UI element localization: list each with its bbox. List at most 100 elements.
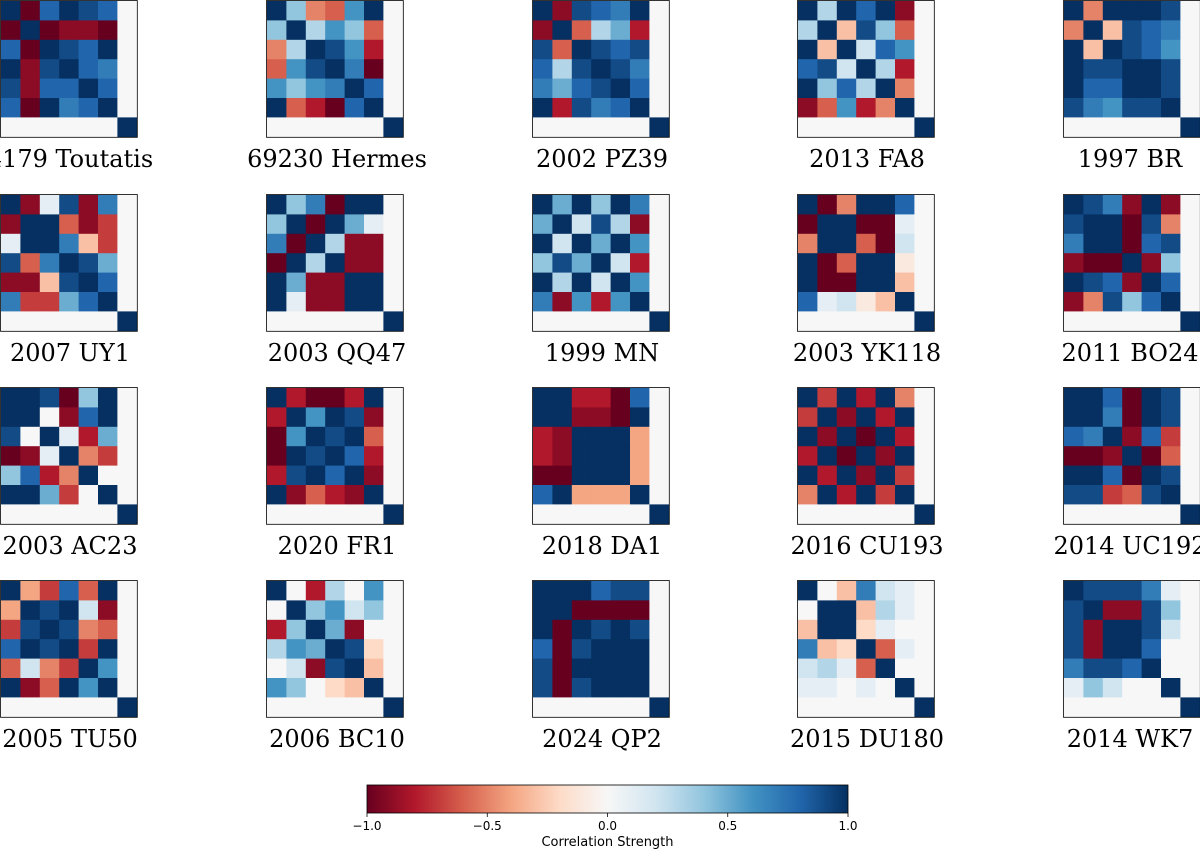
- heatmap-cell: [364, 272, 384, 293]
- heatmap-cell: [59, 426, 79, 447]
- heatmap-cell: [383, 600, 404, 621]
- heatmap-cell: [571, 658, 592, 679]
- heatmap-cell: [59, 407, 79, 428]
- heatmap-cell: [591, 639, 611, 659]
- heatmap-cell: [1, 39, 21, 60]
- heatmap-cell: [798, 639, 818, 659]
- heatmap-cell: [267, 253, 287, 273]
- heatmap-cell: [856, 272, 876, 293]
- heatmap-panel: [797, 0, 935, 138]
- heatmap-cell: [798, 407, 818, 428]
- heatmap-cell: [817, 697, 838, 718]
- heatmap-cell: [1180, 311, 1200, 332]
- heatmap-cell: [98, 658, 118, 679]
- heatmap-cell: [59, 117, 79, 138]
- heatmap-cell: [552, 600, 573, 621]
- heatmap-cell: [59, 581, 79, 601]
- heatmap-cell: [817, 39, 838, 60]
- heatmap-cell: [325, 485, 345, 505]
- heatmap-cell: [649, 678, 670, 698]
- heatmap-cell: [1102, 59, 1123, 79]
- heatmap-matrix: [532, 0, 670, 138]
- heatmap-cell: [98, 619, 118, 640]
- heatmap-cell: [895, 600, 915, 621]
- heatmap-cell: [286, 619, 307, 640]
- heatmap-cell: [571, 195, 592, 215]
- heatmap-cell: [552, 485, 573, 505]
- heatmap-cell: [895, 117, 915, 138]
- heatmap-cell: [1064, 426, 1084, 447]
- heatmap-cell: [1141, 1, 1162, 21]
- heatmap-cell: [1083, 465, 1104, 486]
- heatmap-cell: [798, 20, 818, 41]
- heatmap-cell: [798, 78, 818, 99]
- heatmap-cell: [1180, 697, 1200, 718]
- heatmap-cell: [610, 195, 631, 215]
- heatmap-cell: [383, 697, 404, 718]
- heatmap-cell: [875, 581, 896, 601]
- heatmap-cell: [836, 78, 857, 99]
- heatmap-cell: [591, 292, 611, 312]
- heatmap-cell: [533, 658, 553, 679]
- heatmap-cell: [630, 39, 650, 60]
- heatmap-cell: [325, 117, 345, 138]
- heatmap-cell: [552, 253, 573, 273]
- heatmap-cell: [1102, 78, 1123, 99]
- heatmap-cell: [856, 678, 876, 698]
- heatmap-cell: [59, 272, 79, 293]
- heatmap-cell: [856, 1, 876, 21]
- heatmap-cell: [630, 426, 650, 447]
- heatmap-cell: [649, 20, 670, 41]
- heatmap-cell: [1180, 117, 1200, 138]
- heatmap-cell: [39, 581, 60, 601]
- heatmap-cell: [344, 1, 365, 21]
- heatmap-cell: [817, 59, 838, 79]
- heatmap-cell: [914, 214, 935, 235]
- heatmap-cell: [286, 78, 307, 99]
- heatmap-cell: [98, 233, 118, 254]
- heatmap-cell: [914, 195, 935, 215]
- heatmap-cell: [1122, 697, 1142, 718]
- heatmap-frame: [797, 0, 935, 138]
- heatmap-cell: [1, 388, 21, 408]
- heatmap-cell: [533, 600, 553, 621]
- heatmap-cell: [895, 619, 915, 640]
- heatmap-cell: [1161, 272, 1181, 293]
- heatmap-cell: [836, 485, 857, 505]
- heatmap-cell: [798, 619, 818, 640]
- heatmap-cell: [817, 233, 838, 254]
- heatmap-cell: [571, 253, 592, 273]
- heatmap-cell: [552, 272, 573, 293]
- heatmap-cell: [610, 465, 631, 486]
- heatmap-matrix: [797, 194, 935, 332]
- heatmap-cell: [649, 233, 670, 254]
- heatmap-cell: [117, 639, 138, 659]
- heatmap-cell: [914, 292, 935, 312]
- heatmap-cell: [856, 619, 876, 640]
- heatmap-cell: [630, 1, 650, 21]
- heatmap-cell: [1161, 98, 1181, 118]
- heatmap-cell: [267, 1, 287, 21]
- heatmap-cell: [267, 272, 287, 293]
- heatmap-cell: [383, 20, 404, 41]
- heatmap-cell: [649, 465, 670, 486]
- heatmap-cell: [649, 504, 670, 525]
- heatmap-cell: [305, 697, 326, 718]
- heatmap-cell: [875, 446, 896, 466]
- heatmap-cell: [20, 426, 41, 447]
- heatmap-cell: [895, 678, 915, 698]
- heatmap-cell: [1122, 388, 1142, 408]
- heatmap-cell: [1, 504, 21, 525]
- heatmap-cell: [817, 407, 838, 428]
- heatmap-cell: [78, 658, 99, 679]
- heatmap-cell: [1102, 292, 1123, 312]
- panel-title: 1997 BR: [1077, 145, 1183, 173]
- heatmap-cell: [914, 1, 935, 21]
- heatmap-cell: [98, 59, 118, 79]
- heatmap-cell: [895, 658, 915, 679]
- heatmap-cell: [1141, 388, 1162, 408]
- heatmap-cell: [533, 426, 553, 447]
- heatmap-cell: [552, 311, 573, 332]
- heatmap-cell: [1, 117, 21, 138]
- heatmap-cell: [571, 233, 592, 254]
